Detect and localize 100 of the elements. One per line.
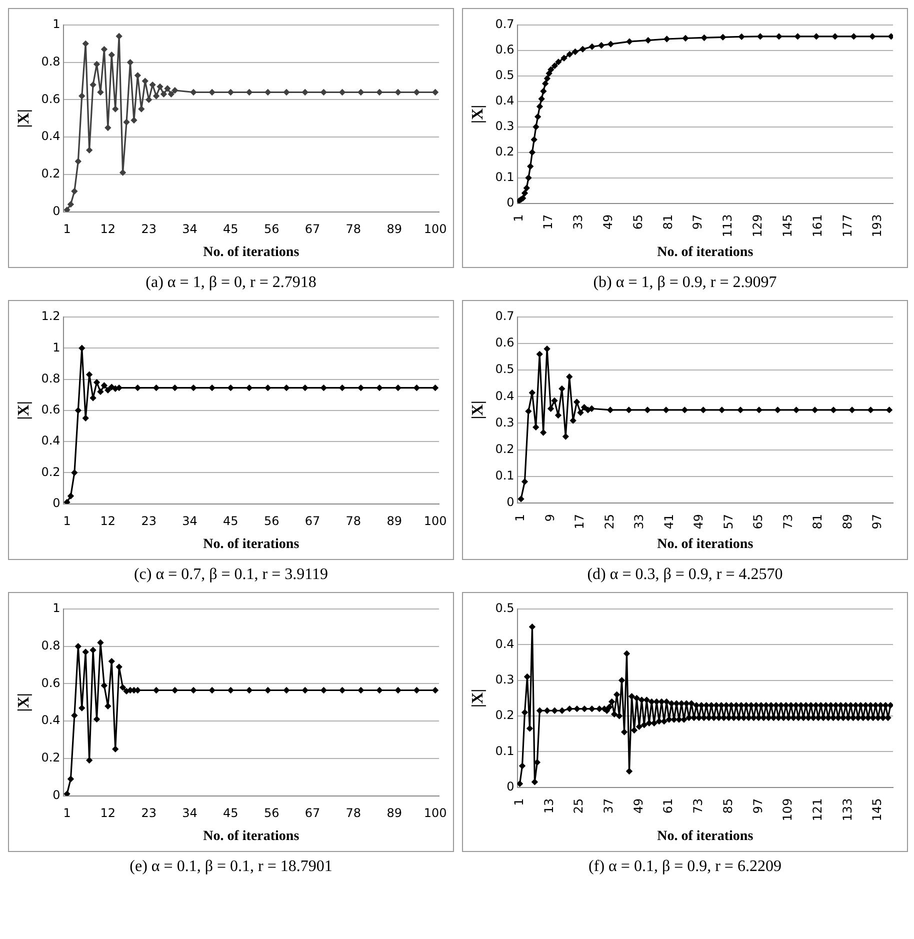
x-axis-title: No. of iterations [203,245,300,260]
x-tick-label: 34 [182,514,198,528]
x-tick-label: 129 [750,214,765,238]
y-tick-label: 0.3 [495,415,514,430]
x-tick-label: 33 [571,214,586,230]
x-tick-label: 1 [512,798,526,806]
y-tick-label: 0.5 [495,68,514,82]
y-tick-label: 0.6 [495,336,514,350]
y-tick-label: 0.8 [41,54,60,68]
x-tick-label: 67 [304,222,320,236]
x-tick-label: 100 [424,806,447,820]
x-axis-title: No. of iterations [657,829,754,844]
x-tick-label: 57 [721,514,736,530]
x-tick-label: 12 [100,514,116,528]
x-tick-label: 67 [304,806,320,820]
x-tick-label: 49 [692,514,706,530]
y-axis-title: |X| [470,400,487,420]
x-tick-label: 97 [870,514,884,530]
y-tick-label: 0.1 [495,170,514,184]
text: (a) α = 1, β = 0, r = 2.7918 [144,273,318,293]
x-tick-label: 78 [346,514,362,528]
x-tick-label: 81 [810,514,825,530]
x-axis-title: No. of iterations [203,537,300,552]
x-tick-label: 145 [780,214,794,238]
x-tick-label: 25 [602,514,616,530]
x-tick-label: 89 [386,514,402,528]
y-tick-label: 0.4 [495,636,514,651]
x-tick-label: 23 [141,514,156,528]
y-axis-title: |X| [16,693,33,712]
y-tick-label: 0 [52,496,60,510]
x-tick-label: 56 [264,806,280,820]
y-tick-label: 0.8 [41,371,60,386]
x-tick-label: 37 [601,798,616,814]
x-tick-label: 12 [100,222,116,236]
y-tick-label: 0.4 [495,94,514,108]
y-tick-label: 0 [506,779,514,794]
x-tick-label: 45 [223,514,238,528]
x-tick-label: 49 [631,798,646,814]
text: (e) α = 0.1, β = 0.1, r = 18.7901 [128,857,334,877]
x-axis-title: No. of iterations [203,829,300,844]
text: (d) α = 0.3, β = 0.9, r = 4.2570 [586,565,784,585]
y-axis-title: |X| [470,688,487,708]
y-tick-label: 0 [52,204,60,218]
x-tick-label: 33 [632,514,646,530]
x-tick-label: 49 [601,214,615,230]
text: (c) α = 0.7, β = 0.1, r = 3.9119 [132,565,330,585]
x-tick-label: 133 [840,798,854,822]
y-tick-label: 0.3 [495,672,514,686]
y-tick-label: 1 [52,601,60,616]
x-tick-label: 41 [662,514,676,530]
y-tick-label: 0 [52,788,60,802]
x-tick-label: 56 [264,514,280,528]
y-tick-label: 0.5 [495,362,514,376]
x-tick-label: 13 [542,798,556,814]
y-tick-label: 0.2 [495,442,514,456]
x-tick-label: 85 [720,798,735,814]
x-tick-label: 89 [386,806,402,820]
x-tick-label: 113 [720,214,735,238]
y-tick-label: 0.2 [41,166,60,181]
x-tick-label: 34 [182,222,198,236]
y-tick-label: 1 [52,340,60,354]
x-tick-label: 45 [223,806,238,820]
y-tick-label: 0 [506,195,514,210]
y-axis-title: |X| [16,401,33,420]
x-tick-label: 177 [840,214,854,238]
y-tick-label: 0.4 [41,713,60,728]
y-tick-label: 0.6 [495,42,514,57]
y-tick-label: 0.6 [41,402,60,417]
y-tick-label: 0.2 [41,464,60,479]
y-tick-label: 0 [506,495,514,510]
x-tick-label: 23 [141,222,156,236]
y-tick-label: 0.7 [495,309,514,324]
x-tick-label: 1 [63,222,71,236]
x-tick-label: 65 [751,514,766,530]
text: (b) α = 1, β = 0.9, r = 2.9097 [592,273,778,293]
x-tick-label: 17 [541,214,556,230]
x-tick-label: 65 [630,214,645,230]
x-tick-label: 34 [182,806,198,820]
x-tick-label: 89 [840,514,854,530]
x-tick-label: 161 [810,214,824,238]
y-tick-label: 0.2 [495,708,514,722]
x-tick-label: 73 [691,798,706,814]
y-tick-label: 0.6 [41,676,60,690]
x-tick-label: 56 [264,222,280,236]
x-tick-label: 109 [780,798,795,822]
x-tick-label: 97 [750,798,765,814]
x-tick-label: 61 [661,798,676,814]
x-tick-label: 1 [513,514,528,522]
y-tick-label: 0.5 [495,601,514,616]
text: (f) α = 0.1, β = 0.9, r = 6.2209 [588,857,782,877]
y-tick-label: 0.4 [41,129,60,144]
x-axis-title: No. of iterations [657,245,754,260]
y-tick-label: 0.4 [495,388,514,403]
y-tick-label: 0.3 [495,119,514,134]
x-tick-label: 145 [870,798,884,822]
x-tick-label: 89 [386,222,402,236]
x-tick-label: 1 [63,514,71,528]
y-tick-label: 0.2 [41,750,60,765]
x-tick-label: 193 [870,214,884,238]
x-tick-label: 81 [660,214,675,230]
